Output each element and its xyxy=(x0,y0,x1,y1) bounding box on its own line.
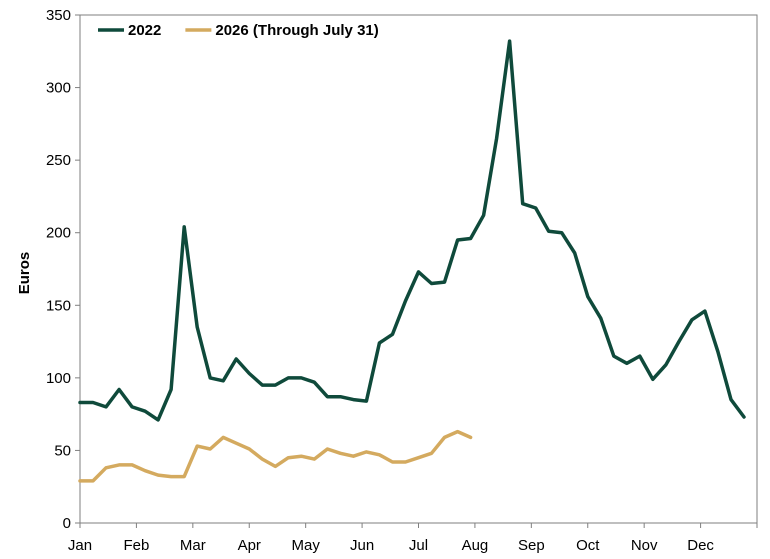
x-tick-label: Feb xyxy=(123,537,149,554)
x-tick-label: Jun xyxy=(350,537,374,554)
y-tick-label: 200 xyxy=(46,225,71,242)
x-tick-label: Dec xyxy=(687,537,714,554)
x-tick-label: Oct xyxy=(576,537,600,554)
y-axis-title: Euros xyxy=(16,252,33,295)
y-tick-label: 250 xyxy=(46,152,71,169)
y-tick-label: 350 xyxy=(46,7,71,24)
y-tick-label: 100 xyxy=(46,370,71,387)
y-tick-label: 300 xyxy=(46,80,71,97)
y-tick-label: 0 xyxy=(63,515,71,532)
x-tick-label: Jan xyxy=(68,537,92,554)
legend-label-0: 2022 xyxy=(128,22,161,39)
x-tick-label: Aug xyxy=(462,537,489,554)
axes: 0 50 100 150 200 250 300 350 Jan Feb Mar Apr May Jun J… xyxy=(46,7,758,554)
x-tick-label: Mar xyxy=(180,537,206,554)
x-tick-label: Jul xyxy=(409,537,428,554)
x-tick-label: Nov xyxy=(631,537,658,554)
y-tick-label: 150 xyxy=(46,297,71,314)
series-line-1 xyxy=(78,429,473,483)
series-lines xyxy=(78,39,746,483)
legend: 2022 2026 (Through July 31) xyxy=(98,22,379,39)
x-tick-label: Sep xyxy=(518,537,545,554)
legend-label-1: 2026 (Through July 31) xyxy=(215,22,378,39)
y-tick-label: 50 xyxy=(54,442,71,459)
x-tick-label: Apr xyxy=(238,537,261,554)
series-line-0 xyxy=(78,39,746,422)
x-tick-label: May xyxy=(291,537,320,554)
